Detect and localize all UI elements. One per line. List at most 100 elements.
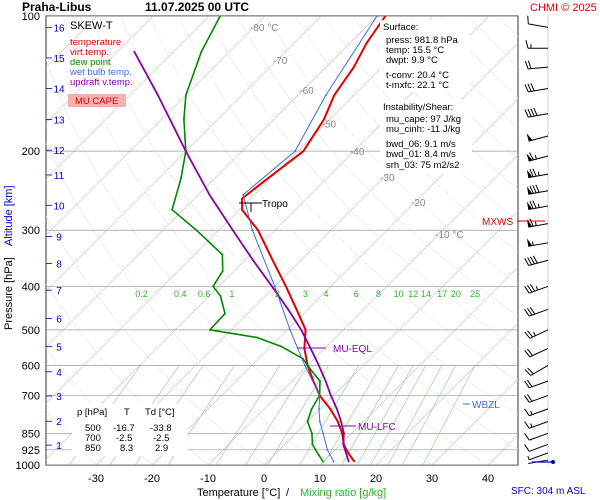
altitude-tick-label: 9 [56, 233, 62, 244]
altitude-tick-label: 14 [53, 84, 65, 95]
annotations: Tropo MXWS MU-EQL MU-LFC WBZL SFC: 304 m… [239, 199, 586, 497]
wind-barb-feather [527, 15, 529, 24]
altitude-tick-label: 12 [53, 146, 65, 157]
isotherm [46, 16, 210, 180]
series-point [273, 285, 276, 288]
wind-barb-feather [529, 185, 534, 194]
mixing-ratio-line [215, 365, 281, 465]
series-point [353, 460, 356, 463]
wind-barb-half-feather [530, 410, 533, 415]
dry-adiabat [149, 16, 518, 416]
series-point [185, 94, 187, 96]
wind-barb [526, 200, 549, 211]
surface-dwpt: dwpt: 9.9 °C [386, 55, 438, 66]
series-point [336, 420, 339, 423]
mixing-ratio-label: 4 [324, 289, 329, 299]
wind-barb-feather [527, 257, 533, 265]
mixing-ratio-label: 17 [437, 289, 447, 299]
dry-adiabat [265, 16, 518, 285]
pressure-tick-label: 200 [22, 146, 40, 158]
series-point [271, 259, 274, 262]
isotherm [151, 98, 518, 465]
wind-barb-feather [524, 395, 530, 403]
isotherm [46, 16, 266, 236]
wind-barb-half-feather [532, 241, 534, 246]
series-point [343, 432, 345, 435]
wind-barb-feather [527, 367, 534, 375]
series-point [302, 150, 305, 153]
legend-item-updraft: updraft v.temp. [70, 77, 133, 88]
wind-barb [524, 408, 549, 417]
wind-barb-pennant [526, 186, 533, 195]
isotherm [207, 154, 518, 465]
wind-barb-staff [529, 347, 549, 358]
surface-tconv: t-conv: 20.4 °C [386, 70, 449, 81]
wind-barbs [524, 15, 555, 465]
dry-adiabat [527, 16, 600, 465]
wind-barb [527, 15, 549, 28]
wind-barb-feather [532, 200, 537, 209]
wind-barb [524, 107, 549, 118]
wind-barb-feather [527, 348, 533, 356]
series-point [365, 42, 368, 45]
series-point [318, 408, 320, 410]
wind-barb-feather [524, 433, 530, 441]
wind-barb-feather [525, 40, 529, 49]
dry-adiabat [236, 16, 518, 317]
isotherm [46, 16, 154, 124]
wind-barb-half-feather [533, 331, 536, 336]
series-point [376, 16, 378, 17]
wind-barb-feather [529, 168, 534, 177]
mixing-ratio-label: 0.6 [198, 289, 211, 299]
mxws-label: MXWS [482, 217, 513, 228]
wind-barb [524, 255, 549, 266]
wind-barb-feather [524, 408, 530, 417]
level-table-bg [72, 404, 188, 456]
legend-item-dew-point: dew point [70, 57, 111, 68]
isotherm-label: -20 [411, 198, 426, 209]
altitude-tick-label: 16 [53, 23, 65, 34]
mixing-ratio-line [387, 365, 443, 465]
legend-title: SKEW-T [70, 20, 113, 32]
wind-barb-staff [529, 308, 549, 317]
dry-adiabat [323, 16, 518, 222]
series-point [303, 364, 306, 367]
wind-barb-staff [530, 364, 549, 376]
isotherm-label: -80 °C [250, 23, 278, 34]
series-point [341, 432, 344, 435]
series-point [209, 328, 211, 331]
wind-barb-half-feather [535, 286, 539, 291]
temp-tick-label: -10 [200, 473, 216, 485]
wind-barb-staff [529, 452, 549, 461]
legend: SKEW-T temperature virt.temp. dew point … [68, 20, 133, 107]
wind-barb-pennant [526, 238, 533, 247]
wind-barb-staff [528, 113, 549, 118]
wind-barb-feather [529, 200, 534, 209]
isotherm-label: -70 [273, 56, 288, 67]
mixing-ratio-line [267, 365, 329, 465]
mixing-ratio-label: 0.4 [174, 289, 187, 299]
series-point [317, 364, 320, 367]
mixing-ratio-label: 25 [470, 289, 480, 299]
instability-mucape: mu_cape: 97 J/kg [386, 114, 461, 125]
series-point [311, 370, 314, 373]
mixing-ratio-label: 6 [354, 289, 359, 299]
series-point [180, 177, 182, 180]
series-point [306, 420, 309, 423]
altitude-tick-label: 2 [56, 417, 62, 428]
wind-barb [524, 443, 549, 452]
wind-barb-feather [524, 369, 532, 376]
wind-barb-half-feather [534, 221, 537, 226]
wind-barb-half-feather [537, 203, 540, 208]
series-point [252, 259, 255, 262]
series-point [251, 229, 254, 232]
mixing-ratio-line [356, 365, 414, 465]
wind-barb-feather [524, 421, 530, 429]
wind-barb-feather [526, 307, 533, 316]
series-point [219, 16, 222, 17]
wind-barb-half-feather [530, 423, 533, 428]
surface-wind-dot [551, 460, 555, 464]
wind-barb [524, 432, 549, 441]
legend-item-temperature: temperature [70, 37, 121, 48]
altitude-tick-label: 4 [56, 368, 62, 379]
